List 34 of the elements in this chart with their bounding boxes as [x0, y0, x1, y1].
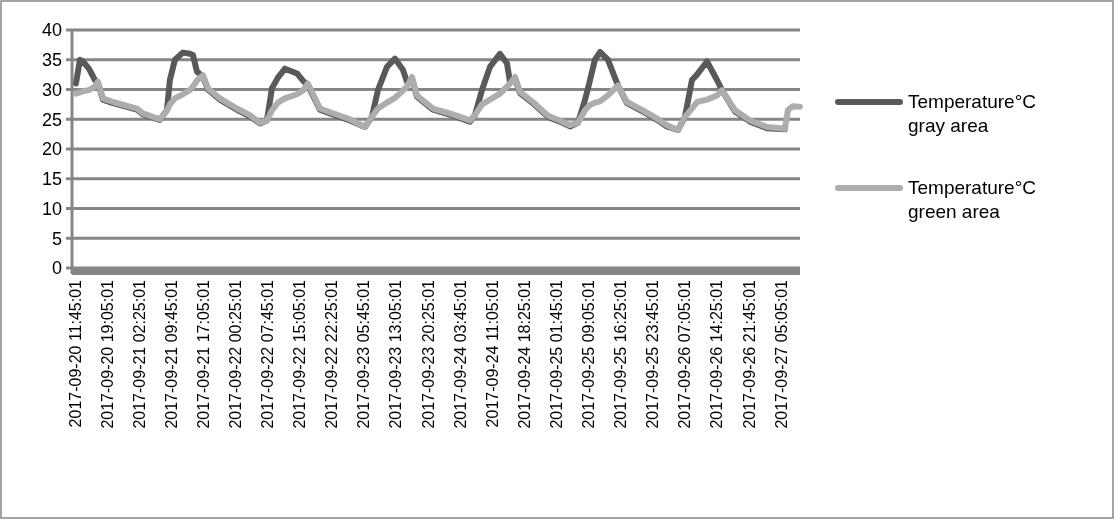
y-tick-label: 35 [41, 50, 62, 71]
legend-label: Temperature°C green area [908, 177, 1036, 222]
y-tick-label: 15 [41, 169, 62, 190]
x-tick-label: 2017-09-22 00:25:01 [227, 279, 244, 429]
x-tick-label: 2017-09-21 17:05:01 [194, 279, 212, 429]
x-tick-label: 2017-09-23 13:05:01 [387, 279, 405, 429]
x-tick-label: 2017-09-22 22:25:01 [323, 279, 341, 429]
x-tick-label: 2017-09-24 03:45:01 [451, 279, 469, 429]
y-tick-label: 10 [41, 198, 62, 219]
x-tick-label: 2017-09-24 11:05:01 [483, 279, 501, 428]
x-tick-label: 2017-09-20 11:45:01 [66, 279, 84, 428]
x-tick-label: 2017-09-22 15:05:01 [291, 279, 309, 429]
y-tick-label: 20 [41, 139, 62, 160]
x-tick-label: 2017-09-20 19:05:01 [98, 279, 116, 429]
x-tick-label: 2017-09-26 07:05:01 [676, 279, 694, 429]
x-tick-label: 2017-09-23 20:25:01 [419, 279, 437, 429]
x-tick-label: 2017-09-25 01:45:01 [547, 279, 565, 429]
legend-label: Temperature°C gray area [908, 91, 1036, 136]
y-tick-label: 5 [51, 228, 62, 249]
x-tick-label: 2017-09-27 05:05:01 [772, 279, 790, 429]
x-tick-label: 2017-09-21 09:45:01 [162, 279, 180, 429]
x-tick-label: 2017-09-25 09:05:01 [580, 279, 598, 429]
y-tick-label: 30 [41, 79, 62, 100]
x-tick-label: 2017-09-26 21:45:01 [740, 279, 758, 429]
x-tick-label: 2017-09-26 14:25:01 [708, 279, 726, 429]
x-tick-label: 2017-09-21 02:25:01 [130, 279, 148, 429]
x-tick-label: 2017-09-25 23:45:01 [644, 279, 662, 429]
x-tick-label: 2017-09-22 07:45:01 [259, 279, 277, 429]
x-tick-label: 2017-09-23 05:45:01 [355, 279, 373, 429]
x-tick-label: 2017-09-25 16:25:01 [612, 279, 630, 429]
y-tick-label: 40 [41, 20, 62, 41]
y-tick-label: 25 [41, 109, 62, 130]
y-tick-label: 0 [51, 258, 62, 279]
x-tick-label: 2017-09-24 18:25:01 [515, 279, 533, 429]
